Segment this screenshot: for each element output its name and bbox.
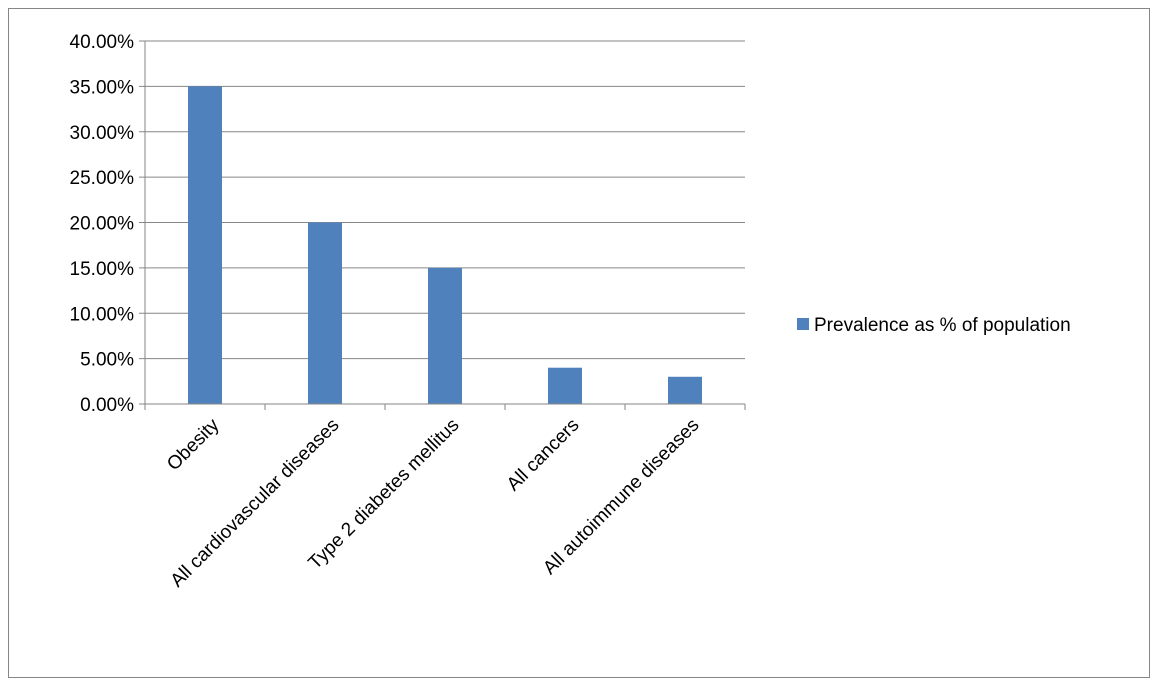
x-tick-label: Obesity — [163, 414, 224, 475]
bar — [428, 267, 462, 404]
y-tick-label: 20.00% — [70, 214, 135, 235]
y-tick-label: 10.00% — [70, 304, 135, 325]
x-tick-label: All cancers — [503, 415, 584, 496]
y-tick-label: 5.00% — [80, 350, 134, 371]
legend: Prevalence as % of population — [797, 315, 1071, 336]
legend-swatch — [797, 318, 809, 330]
bar — [668, 376, 702, 404]
y-tick-label: 40.00% — [70, 32, 135, 53]
y-tick-label: 25.00% — [70, 168, 135, 189]
y-axis-tick-labels: 0.00% 5.00% 10.00% 15.00% 20.00% 25.00% 30.00%… — [70, 32, 135, 416]
y-tick-label: 15.00% — [70, 259, 135, 280]
y-tick-label: 0.00% — [80, 395, 134, 416]
x-axis — [144, 403, 746, 410]
legend-label: Prevalence as % of population — [814, 315, 1071, 336]
bars — [188, 86, 702, 404]
y-tick-label: 30.00% — [70, 123, 135, 144]
bar — [188, 86, 222, 404]
bar — [308, 222, 342, 404]
y-tick-label: 35.00% — [70, 77, 135, 98]
bar — [548, 367, 582, 404]
